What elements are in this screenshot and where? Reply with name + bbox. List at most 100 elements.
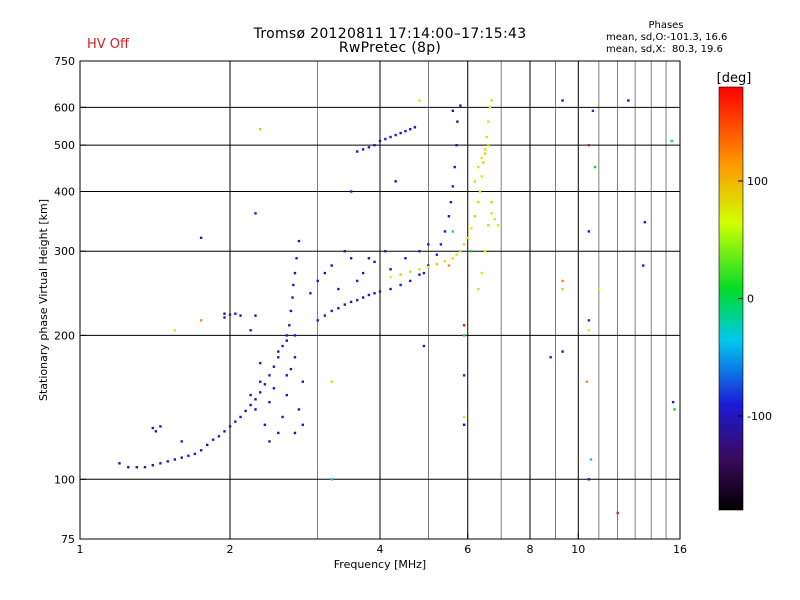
data-point-o: [289, 309, 293, 313]
data-point-o: [330, 309, 333, 313]
phases-stats-box: Phases mean, sd,O:-101.3, 16.6 mean, sd,…: [606, 20, 728, 56]
data-point-o: [154, 430, 158, 433]
data-point-scattered: [585, 380, 588, 383]
data-point-o: [456, 120, 459, 123]
data-point-o: [349, 257, 353, 260]
data-point-o: [373, 260, 376, 264]
data-point-o: [443, 230, 447, 233]
data-point-scattered: [587, 329, 591, 332]
data-point-o: [643, 221, 647, 224]
data-point-o: [118, 462, 121, 465]
data-point-x: [418, 268, 421, 271]
y-axis-label: Stationary phase Virtual Height [km]: [37, 199, 50, 401]
y-axis-ticks: 75 100 200 300 400 500 600 750: [54, 55, 86, 546]
data-point-x: [330, 380, 333, 383]
data-point-o: [180, 440, 183, 443]
data-point-o: [127, 465, 130, 469]
data-point-o: [367, 257, 371, 260]
data-point-o: [361, 296, 365, 299]
colorbar-label: [deg]: [717, 71, 752, 86]
data-point-x: [389, 275, 392, 279]
data-point-o: [180, 456, 183, 459]
data-point-o: [413, 126, 417, 129]
x-tick-label: 6: [464, 543, 471, 556]
data-point-x: [466, 236, 469, 240]
data-point-x: [493, 218, 497, 221]
data-point-o: [272, 365, 276, 368]
x-axis-label: Frequency [MHz]: [334, 558, 426, 571]
data-point-o: [355, 150, 359, 153]
data-point-x: [480, 271, 483, 275]
data-point-x: [487, 224, 490, 227]
phases-o-stats: mean, sd,O:-101.3, 16.6: [606, 32, 728, 43]
data-point-o: [330, 264, 333, 267]
data-point-o: [285, 339, 288, 342]
data-point-o: [259, 361, 262, 365]
data-point-o: [451, 185, 455, 188]
data-point-x: [473, 180, 477, 183]
data-point-o: [361, 148, 365, 151]
data-point-o: [435, 253, 438, 256]
data-point-o: [451, 109, 455, 113]
data-point-o: [285, 374, 288, 377]
data-point-o: [263, 423, 267, 427]
data-point-o: [211, 438, 215, 441]
data-point-scattered: [673, 408, 676, 411]
data-point-x: [470, 227, 473, 230]
colorbar: [deg] 100 0 -100: [717, 71, 772, 511]
data-point-o: [404, 129, 407, 133]
data-point-o: [193, 452, 197, 456]
phases-heading: Phases: [648, 20, 684, 31]
data-point-scattered: [422, 271, 426, 275]
data-point-x: [409, 270, 412, 273]
data-point-o: [199, 236, 203, 240]
colorbar-tick-label: 100: [747, 175, 768, 188]
data-point-o: [343, 303, 347, 306]
data-point-x: [259, 127, 262, 131]
data-point-o: [268, 400, 271, 404]
data-point-o: [291, 296, 294, 299]
data-point-x: [561, 287, 564, 291]
data-point-o: [349, 300, 353, 304]
x-tick-label: 2: [227, 543, 234, 556]
data-point-scattered: [670, 139, 673, 143]
data-point-o: [367, 293, 371, 297]
data-point-x: [490, 200, 493, 204]
data-point-o: [549, 356, 552, 359]
data-point-o: [292, 283, 295, 287]
data-point-o: [447, 215, 451, 218]
x-axis-ticks: 1 2 4 6 8 10 16: [77, 533, 687, 556]
data-point-o: [166, 460, 169, 463]
data-point-o: [301, 423, 305, 427]
data-point-o: [384, 137, 387, 141]
data-point-o: [301, 380, 305, 383]
data-point-o: [389, 268, 392, 271]
data-point-scattered: [462, 374, 466, 377]
data-point-o: [259, 391, 262, 394]
data-point-o: [268, 440, 271, 443]
data-point-o: [297, 239, 301, 243]
data-point-x: [459, 250, 462, 253]
data-point-o: [323, 271, 327, 275]
data-point-o: [404, 257, 407, 260]
data-point-o: [277, 431, 280, 435]
data-point-o: [367, 146, 371, 149]
data-point-o: [254, 398, 257, 401]
data-point-o: [254, 408, 257, 411]
data-point-o: [394, 180, 397, 183]
data-point-o: [249, 393, 252, 397]
phases-x-stats: mean, sd,X: 80.3, 19.6: [606, 44, 723, 55]
data-point-x: [485, 135, 488, 139]
data-point-o: [439, 243, 443, 246]
y-tick-label: 500: [54, 139, 75, 152]
data-point-o: [239, 314, 242, 317]
data-point-o: [349, 190, 353, 193]
chart-subtitle: RwPretec (8p): [338, 40, 442, 56]
y-tick-label: 75: [61, 533, 75, 546]
data-point-o: [293, 356, 297, 359]
data-point-o: [418, 273, 421, 276]
data-point-o: [316, 319, 319, 322]
x-tick-label: 8: [527, 543, 534, 556]
data-point-o: [234, 420, 237, 423]
data-point-o: [427, 264, 430, 267]
